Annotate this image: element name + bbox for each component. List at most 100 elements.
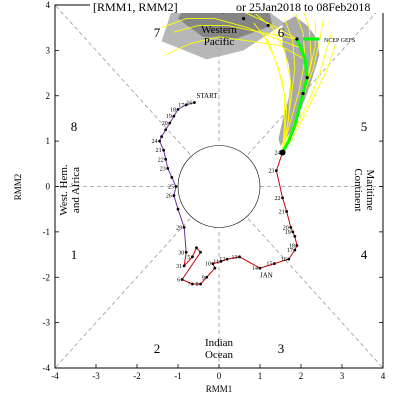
observed-point-1-14 (258, 266, 262, 270)
region-maritime-line1: Maritime (364, 170, 376, 211)
date-label-1-25: 24 (275, 150, 281, 156)
region-indian-ocean-line2: Ocean (205, 349, 234, 361)
observed-point-0-15 (182, 225, 186, 229)
x-tick-label-3: -1 (174, 371, 182, 381)
start-label: START (196, 92, 218, 100)
observed-point-1-23 (281, 196, 284, 200)
x-tick-label-6: 2 (299, 371, 304, 381)
phase-label-5: 5 (361, 119, 368, 134)
date-label-0-7: 24 (152, 139, 158, 145)
date-label-0-10: 23 (160, 166, 166, 172)
date-label-1-0: 30 (178, 250, 184, 256)
date-label-1-20: 19 (285, 230, 291, 236)
date-label-1-21: 20 (283, 225, 289, 231)
phase-label-6: 6 (278, 25, 285, 40)
region-maritime-line2: Continent (352, 168, 364, 211)
region-western-pacific-line1: Western (201, 24, 237, 36)
date-label-0-15: 29 (176, 225, 182, 231)
date-label-1-14: 14 (252, 266, 258, 272)
ensemble-member-13 (165, 36, 306, 60)
date-label-1-11: 11 (213, 259, 219, 265)
phase-diagonal-line-1 (55, 5, 191, 155)
date-label-1-10: 10 (205, 262, 211, 268)
date-label-0-2: 18 (170, 107, 176, 113)
date-label-1-2: 5 (187, 255, 190, 261)
phase-label-3: 3 (278, 341, 285, 356)
date-label-1-17: 17 (287, 248, 293, 254)
observed-point-0-1 (184, 103, 188, 107)
observed-point-0-8 (162, 148, 166, 152)
y-tick-label-5: 1 (46, 136, 51, 146)
date-label-1-8: 9 (202, 275, 205, 281)
title-background (90, 0, 390, 13)
observed-point-1-6 (190, 282, 194, 286)
ensemble-member-12 (173, 24, 297, 40)
x-tick-label-7: 3 (340, 371, 345, 381)
date-label-1-16: 16 (281, 257, 287, 263)
forecast-dot-2 (242, 17, 246, 21)
observed-point-1-24 (275, 169, 278, 173)
y-tick-label-3: -1 (43, 227, 51, 237)
observed-point-1-5 (180, 278, 184, 281)
region-indian-ocean-line1: Indian (205, 337, 234, 349)
phase-diagonal-line-0 (247, 5, 383, 155)
forecast-dot-0 (295, 37, 299, 41)
observed-point-1-9 (213, 266, 217, 270)
y-tick-label-7: 3 (46, 45, 51, 55)
forecast-dot-7 (301, 91, 305, 96)
observed-point-1-15 (272, 262, 276, 266)
date-label-0-4: 20 (162, 121, 168, 127)
date-label-1-1: 31 (176, 264, 182, 270)
observed-point-1-17 (293, 248, 297, 252)
phase-diagonal-line-3 (247, 218, 383, 368)
y-tick-label-1: -3 (43, 318, 51, 328)
observed-point-0-3 (172, 114, 176, 118)
observed-point-0-14 (176, 207, 180, 211)
x-tick-label-2: -2 (133, 371, 141, 381)
date-label-1-6: 7 (187, 282, 190, 288)
date-label-1-22: 21 (279, 209, 285, 215)
y-axis-title: RMM2 (13, 174, 23, 201)
observed-point-1-1 (182, 264, 186, 268)
date-label-1-15: 15 (266, 262, 272, 268)
x-tick-label-8: 4 (381, 371, 386, 381)
chart-title-left: [RMM1, RMM2] (93, 0, 178, 14)
x-axis-title: RMM1 (206, 384, 233, 394)
phase-label-4: 4 (361, 247, 368, 262)
observed-point-0-4 (168, 121, 172, 125)
observed-point-0-7 (158, 139, 161, 143)
unit-circle (177, 145, 261, 228)
month-label-jan: JAN (260, 271, 273, 279)
region-west-hem-line2: and Africa (70, 167, 82, 213)
observed-point-0-5 (164, 128, 168, 132)
x-tick-label-0: -4 (51, 371, 59, 381)
observed-points (158, 101, 299, 286)
date-label-1-12: 12 (219, 257, 225, 263)
forecast-dot-6 (305, 76, 309, 80)
observed-point-1-12 (225, 257, 229, 261)
observed-point-1-10 (211, 262, 215, 266)
date-label-1-13: 13 (232, 255, 238, 261)
date-label-1-24: 23 (268, 169, 274, 175)
y-tick-label-6: 2 (46, 91, 51, 101)
y-tick-label-0: -4 (43, 363, 51, 373)
forecast-uncertainty-inner (178, 5, 273, 39)
observed-point-1-8 (205, 275, 209, 279)
date-label-1-18: 18 (289, 243, 295, 249)
observed-point-0-12 (174, 185, 178, 188)
observed-point-1-13 (238, 255, 241, 259)
phase-diagonal-line-2 (55, 218, 191, 368)
date-label-0-0: 16 (186, 101, 192, 107)
phase-label-1: 1 (71, 247, 78, 262)
observed-point-1-2 (190, 255, 194, 259)
observed-point-0-0 (193, 101, 196, 104)
observed-point-0-2 (176, 107, 180, 111)
observed-point-0-11 (170, 176, 174, 179)
region-western-pacific-line2: Pacific (204, 36, 235, 48)
chart-title-right: or 25Jan2018 to 08Feb2018 (236, 0, 370, 14)
legend-forecast-label: NCEP GEFS (324, 38, 355, 44)
date-label-1-23: 22 (275, 196, 281, 202)
